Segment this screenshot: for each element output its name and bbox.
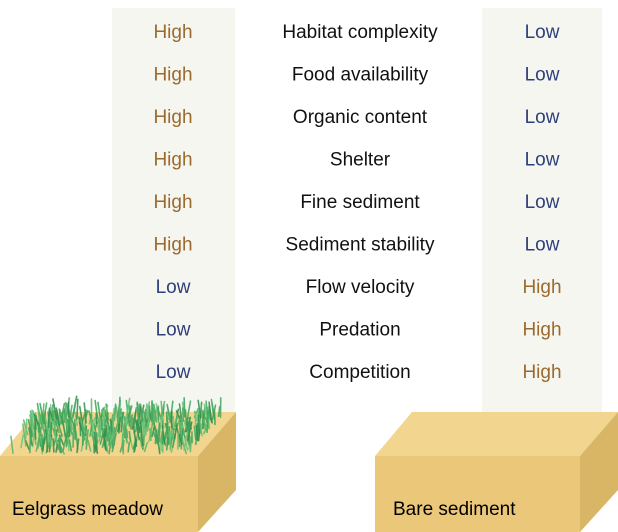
eelgrass-blade [49, 408, 50, 427]
eelgrass-label: Eelgrass meadow [12, 499, 163, 520]
eelgrass-blade [173, 430, 174, 438]
factor: Flow velocity [306, 277, 415, 298]
eelgrass-level: Low [156, 277, 191, 298]
eelgrass-level: Low [156, 362, 191, 383]
bare-level: High [522, 362, 561, 383]
eelgrass-level: High [153, 235, 192, 256]
eelgrass-blade [173, 417, 174, 426]
factor: Habitat complexity [282, 22, 438, 43]
factor: Predation [319, 320, 400, 341]
eelgrass-blade [60, 436, 61, 446]
eelgrass-blade [123, 434, 124, 454]
factor: Competition [309, 362, 410, 383]
factor: Shelter [330, 150, 391, 171]
factor: Organic content [293, 107, 428, 128]
bare-label: Bare sediment [393, 499, 516, 520]
eelgrass-level: High [153, 192, 192, 213]
eelgrass-blade [127, 429, 128, 437]
bare-level: High [522, 320, 561, 341]
eelgrass-blade [128, 442, 129, 451]
bare-level: Low [525, 192, 560, 213]
eelgrass-blade [190, 436, 191, 451]
eelgrass-level: High [153, 22, 192, 43]
bare-level: Low [525, 235, 560, 256]
eelgrass-blade [186, 410, 187, 423]
eelgrass-blade [184, 398, 185, 417]
eelgrass-blade [33, 434, 34, 447]
bare-level: High [522, 277, 561, 298]
factor: Food availability [292, 65, 429, 86]
eelgrass-level: High [153, 150, 192, 171]
eelgrass-blade [32, 410, 33, 428]
eelgrass-blade [138, 404, 139, 421]
bare-level: Low [525, 150, 560, 171]
eelgrass-level: High [153, 107, 192, 128]
eelgrass-blade [102, 417, 103, 429]
eelgrass-blade [145, 409, 146, 421]
eelgrass-blade [214, 411, 215, 425]
eelgrass-blade [26, 419, 27, 438]
eelgrass-blade [30, 432, 31, 452]
eelgrass-blade [197, 426, 198, 441]
bare-level: Low [525, 22, 560, 43]
factor: Sediment stability [286, 235, 435, 256]
eelgrass-blade [219, 407, 220, 416]
factor: Fine sediment [300, 192, 420, 213]
eelgrass-blade [167, 412, 168, 429]
eelgrass-blade [65, 402, 66, 422]
eelgrass-blade [77, 399, 78, 419]
eelgrass-blade [198, 415, 199, 434]
eelgrass-blade [35, 419, 36, 439]
eelgrass-level: High [153, 65, 192, 86]
diagram: Eelgrass meadow Bare sediment High Habita… [0, 0, 618, 532]
eelgrass-level: Low [156, 320, 191, 341]
bare-level: Low [525, 65, 560, 86]
eelgrass-blade [80, 418, 81, 436]
bare-level: Low [525, 107, 560, 128]
